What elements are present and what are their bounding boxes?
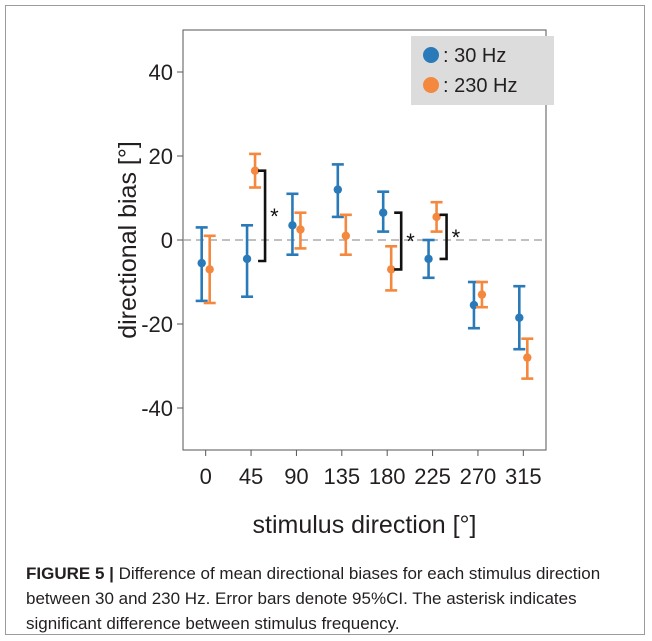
figure-frame: 40 20 0 -20 -40 0 45 90 135 180 225 270 315 * * * dir…	[5, 5, 645, 635]
significance-asterisk: *	[452, 225, 461, 250]
data-point	[205, 265, 214, 274]
significance-asterisk: *	[406, 229, 415, 254]
y-tick-label: 0	[161, 228, 173, 253]
significance-bracket	[439, 213, 448, 261]
y-axis-label: directional bias [°]	[114, 141, 142, 339]
data-point	[424, 254, 433, 264]
caption-label: FIGURE 5 |	[26, 564, 114, 583]
x-tick-label: 0	[200, 464, 212, 489]
significance-bracket	[258, 169, 267, 263]
y-tick-label: 40	[149, 60, 173, 85]
legend: : 30 Hz : 230 Hz	[411, 36, 554, 105]
data-point	[432, 212, 441, 222]
x-tick-label: 225	[414, 464, 451, 489]
chart: 40 20 0 -20 -40 0 45 90 135 180 225 270 315 * * * dir…	[114, 29, 554, 539]
x-tick-label: 315	[505, 464, 542, 489]
legend-label: : 230 Hz	[443, 75, 517, 97]
data-point	[333, 185, 343, 194]
x-tick-label: 135	[323, 464, 360, 489]
data-point	[515, 313, 524, 322]
legend-marker	[423, 47, 439, 63]
x-tick-label: 45	[239, 464, 263, 489]
significance-markers: * * *	[258, 169, 461, 271]
data-point	[341, 231, 351, 240]
y-tick-label: -40	[141, 396, 173, 421]
legend-box	[411, 36, 554, 105]
data-point	[523, 353, 532, 362]
series-30hz	[195, 163, 526, 351]
significance-bracket	[394, 211, 403, 271]
series-230hz	[203, 152, 534, 380]
data-point	[288, 221, 297, 230]
figure-caption: FIGURE 5 | Difference of mean directiona…	[26, 561, 636, 636]
series-layer	[195, 152, 534, 380]
data-point	[250, 166, 260, 175]
data-point	[296, 225, 305, 234]
caption-text: Difference of mean directional biases fo…	[26, 564, 601, 633]
significance-asterisk: *	[270, 204, 279, 229]
y-tick-label: -20	[141, 312, 173, 337]
x-tick-label: 90	[284, 464, 308, 489]
y-axis: 40 20 0 -20 -40	[141, 60, 183, 421]
data-point	[197, 258, 206, 268]
data-point	[386, 265, 396, 274]
data-point	[242, 254, 252, 264]
data-point	[378, 208, 388, 217]
x-tick-label: 270	[460, 464, 497, 489]
x-tick-label: 180	[369, 464, 406, 489]
legend-marker	[423, 77, 439, 93]
data-point	[477, 290, 487, 299]
x-axis: 0 45 90 135 180 225 270 315	[200, 450, 542, 489]
x-axis-label: stimulus direction [°]	[253, 511, 477, 539]
y-tick-label: 20	[149, 144, 173, 169]
legend-label: : 30 Hz	[443, 45, 506, 67]
